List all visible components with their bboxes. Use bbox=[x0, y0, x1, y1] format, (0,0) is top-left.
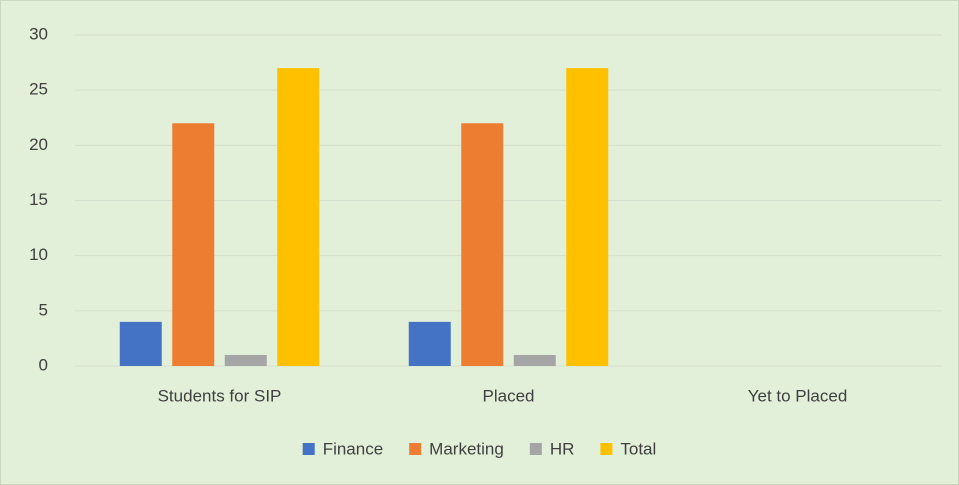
bar bbox=[172, 123, 215, 367]
bar bbox=[566, 68, 609, 366]
x-tick-label: Placed bbox=[483, 386, 535, 405]
legend-swatch bbox=[529, 443, 542, 455]
legend-swatch bbox=[600, 443, 613, 455]
x-tick-label: Students for SIP bbox=[158, 386, 282, 405]
y-tick-label: 15 bbox=[29, 190, 48, 209]
y-tick-label: 30 bbox=[29, 24, 48, 43]
legend-label: HR bbox=[550, 439, 575, 458]
legend-label: Marketing bbox=[429, 439, 504, 458]
legend-swatch bbox=[409, 443, 422, 455]
legend-swatch bbox=[302, 443, 315, 455]
bar bbox=[513, 354, 556, 366]
bar bbox=[461, 123, 504, 367]
legend-label: Total bbox=[620, 439, 656, 458]
bar bbox=[277, 68, 320, 366]
y-tick-label: 0 bbox=[39, 355, 48, 374]
y-tick-label: 20 bbox=[29, 135, 48, 154]
bar bbox=[119, 321, 162, 366]
y-tick-label: 25 bbox=[29, 80, 48, 99]
bar bbox=[224, 354, 267, 366]
x-tick-label: Yet to Placed bbox=[748, 386, 848, 405]
y-tick-label: 10 bbox=[29, 245, 48, 264]
y-tick-label: 5 bbox=[39, 300, 48, 319]
bar bbox=[408, 321, 451, 366]
legend-label: Finance bbox=[323, 439, 383, 458]
